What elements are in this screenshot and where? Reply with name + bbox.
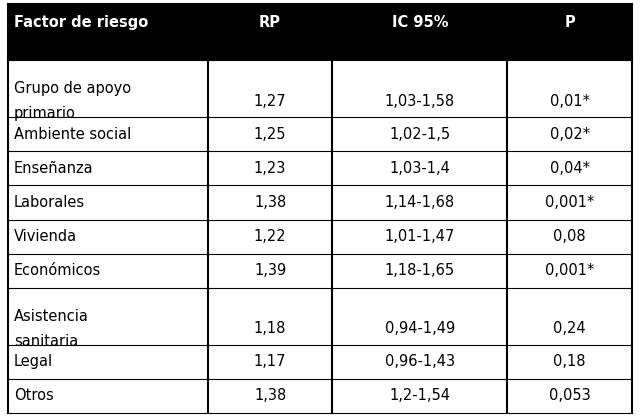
Text: IC 95%: IC 95% <box>392 15 448 30</box>
Text: RP: RP <box>259 15 281 30</box>
Text: Vivienda: Vivienda <box>14 229 77 244</box>
Text: 0,94-1,49: 0,94-1,49 <box>385 321 455 336</box>
Text: 1,03-1,4: 1,03-1,4 <box>389 161 451 176</box>
Bar <box>8 151 632 186</box>
Bar <box>8 254 632 288</box>
Text: Grupo de apoyo
primario: Grupo de apoyo primario <box>14 81 131 121</box>
Text: 1,14-1,68: 1,14-1,68 <box>385 195 455 210</box>
Text: 0,02*: 0,02* <box>550 126 589 141</box>
Bar <box>8 379 632 413</box>
Text: 1,38: 1,38 <box>254 195 286 210</box>
Bar <box>8 4 632 60</box>
Text: Otros: Otros <box>14 388 54 403</box>
Bar <box>8 288 632 344</box>
Text: 0,08: 0,08 <box>554 229 586 244</box>
Text: Factor de riesgo: Factor de riesgo <box>14 15 148 30</box>
Text: 1,18-1,65: 1,18-1,65 <box>385 264 455 279</box>
Bar <box>8 186 632 220</box>
Text: 1,2-1,54: 1,2-1,54 <box>389 388 451 403</box>
Bar <box>8 344 632 379</box>
Text: Legal: Legal <box>14 354 53 369</box>
Text: Económicos: Económicos <box>14 264 101 279</box>
Text: 1,17: 1,17 <box>254 354 286 369</box>
Text: 1,18: 1,18 <box>254 321 286 336</box>
Bar <box>8 117 632 151</box>
Text: Laborales: Laborales <box>14 195 85 210</box>
Text: 0,01*: 0,01* <box>550 94 589 109</box>
Text: 1,23: 1,23 <box>254 161 286 176</box>
Text: Asistencia
sanitaria: Asistencia sanitaria <box>14 309 89 349</box>
Text: 0,18: 0,18 <box>554 354 586 369</box>
Text: 0,96-1,43: 0,96-1,43 <box>385 354 455 369</box>
Text: Ambiente social: Ambiente social <box>14 126 131 141</box>
Text: 0,001*: 0,001* <box>545 195 595 210</box>
Text: 1,38: 1,38 <box>254 388 286 403</box>
Text: 1,02-1,5: 1,02-1,5 <box>389 126 451 141</box>
Text: 0,053: 0,053 <box>548 388 591 403</box>
Text: 1,25: 1,25 <box>254 126 286 141</box>
Text: 1,01-1,47: 1,01-1,47 <box>385 229 455 244</box>
Text: 0,04*: 0,04* <box>550 161 589 176</box>
Bar <box>8 60 632 117</box>
Bar <box>8 220 632 254</box>
Text: 0,24: 0,24 <box>554 321 586 336</box>
Text: P: P <box>564 15 575 30</box>
Text: 0,001*: 0,001* <box>545 264 595 279</box>
Text: 1,39: 1,39 <box>254 264 286 279</box>
Text: Enseñanza: Enseñanza <box>14 161 93 176</box>
Text: 1,22: 1,22 <box>254 229 286 244</box>
Text: 1,03-1,58: 1,03-1,58 <box>385 94 455 109</box>
Text: 1,27: 1,27 <box>254 94 286 109</box>
